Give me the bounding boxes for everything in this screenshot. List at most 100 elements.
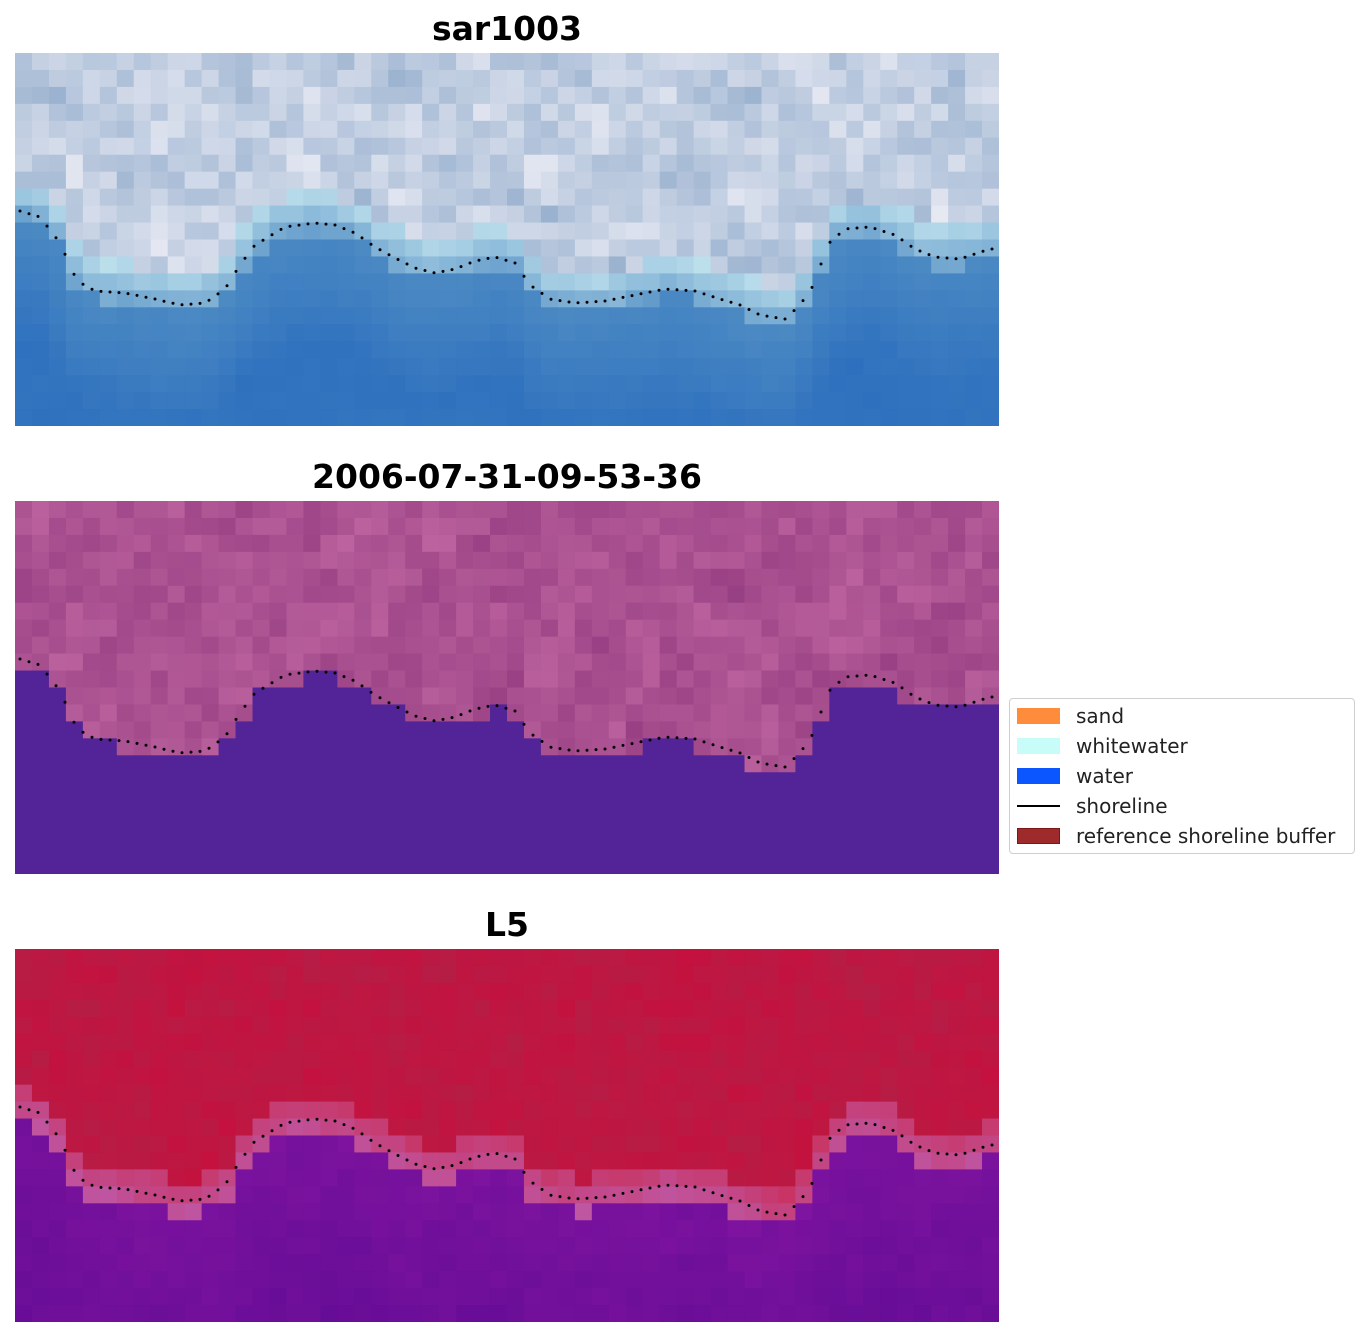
shoreline-point (441, 269, 445, 273)
shoreline-line-swatch (1017, 805, 1060, 807)
shoreline-point (972, 252, 976, 256)
shoreline-point (756, 1208, 760, 1212)
shoreline-point (585, 1196, 589, 1200)
index-image (15, 949, 999, 1322)
shoreline-points (18, 1105, 994, 1217)
shoreline-point (657, 1184, 661, 1188)
shoreline-point (495, 704, 499, 708)
shoreline-point (108, 290, 112, 294)
shoreline-point (828, 240, 832, 244)
shoreline-point (945, 704, 949, 708)
shoreline-point (909, 244, 913, 248)
pixel-mosaic (15, 53, 999, 426)
shoreline-point (837, 680, 841, 684)
shoreline-point (369, 690, 373, 694)
legend: sand whitewater water shoreline referenc… (1009, 698, 1355, 854)
shoreline-point (720, 1194, 724, 1198)
shoreline-point (171, 1197, 175, 1201)
shoreline-point (495, 256, 499, 260)
shoreline-point (693, 289, 697, 293)
panel-title-1: sar1003 (431, 9, 583, 48)
shoreline-point (576, 1197, 580, 1201)
shoreline-point (567, 748, 571, 752)
shoreline-point (738, 303, 742, 307)
shoreline-point (144, 1191, 148, 1195)
shoreline-point (477, 258, 481, 262)
shoreline-point (963, 1151, 967, 1155)
shoreline-point (963, 703, 967, 707)
shoreline-point (558, 747, 562, 751)
shoreline-point (405, 262, 409, 266)
shoreline-point (693, 1185, 697, 1189)
shoreline-point (549, 297, 553, 301)
shoreline-point (531, 733, 535, 737)
shoreline-point (270, 1129, 274, 1133)
shoreline-point (774, 316, 778, 320)
shoreline-point (414, 266, 418, 270)
classified-image-panel (15, 501, 999, 874)
shoreline-point (477, 1154, 481, 1158)
shoreline-point (873, 1123, 877, 1127)
shoreline-point (396, 706, 400, 709)
shoreline-point (621, 743, 625, 747)
shoreline-point (882, 678, 886, 681)
shoreline-point (153, 297, 157, 301)
shoreline-point (369, 1138, 373, 1142)
shoreline-point (360, 684, 364, 688)
shoreline-point (63, 700, 67, 704)
shoreline-point (504, 1154, 508, 1158)
shoreline-point (612, 1193, 616, 1197)
shoreline-point (198, 1197, 202, 1201)
shoreline-point (333, 1119, 337, 1123)
shoreline-point (315, 1117, 319, 1121)
shoreline-point (360, 1132, 364, 1136)
shoreline-point (747, 1204, 751, 1207)
shoreline-point (324, 1118, 328, 1122)
shoreline-point (522, 274, 526, 278)
shoreline-point (288, 1120, 292, 1124)
shoreline-point (981, 697, 985, 701)
shoreline-point (441, 1165, 445, 1169)
shoreline-point (621, 1191, 625, 1195)
shoreline-point (567, 300, 571, 304)
shoreline-point (171, 301, 175, 305)
shoreline-point (279, 227, 283, 231)
shoreline-point (27, 212, 31, 216)
legend-item-sand: sand (1017, 704, 1124, 728)
shoreline-point (387, 701, 391, 705)
shoreline-point (207, 746, 211, 750)
shoreline-point (981, 1145, 985, 1149)
shoreline-point (99, 737, 103, 741)
panel-title-2: 2006-07-31-09-53-36 (312, 457, 702, 496)
shoreline-point (936, 703, 940, 707)
shoreline-point (108, 1186, 112, 1190)
shoreline-point (639, 1188, 643, 1192)
shoreline-point (693, 737, 697, 741)
shoreline-point (459, 1161, 463, 1165)
shoreline-point (99, 1185, 103, 1189)
shoreline-point (738, 1199, 742, 1203)
classified-image (15, 501, 999, 874)
shoreline-point (738, 751, 742, 755)
shoreline-point (126, 1188, 130, 1192)
pixel-mosaic (15, 949, 999, 1322)
shoreline-point (819, 262, 823, 266)
shoreline-point (351, 678, 355, 682)
shoreline-point (324, 670, 328, 674)
shoreline-point (405, 710, 409, 714)
shoreline-point (549, 1193, 553, 1197)
shoreline-point (252, 692, 256, 696)
shoreline-point (567, 1196, 571, 1200)
shoreline-point (810, 285, 814, 289)
shoreline-point (423, 1165, 427, 1168)
shoreline-point (648, 290, 652, 294)
shoreline-point (630, 742, 634, 746)
shoreline-point (585, 748, 589, 752)
shoreline-point (981, 249, 985, 253)
shoreline-point (774, 1212, 778, 1216)
shoreline-point (333, 223, 337, 227)
shoreline-point (846, 1123, 850, 1127)
shoreline-point (576, 301, 580, 305)
shoreline-point (432, 271, 436, 275)
shoreline-point (801, 299, 805, 303)
